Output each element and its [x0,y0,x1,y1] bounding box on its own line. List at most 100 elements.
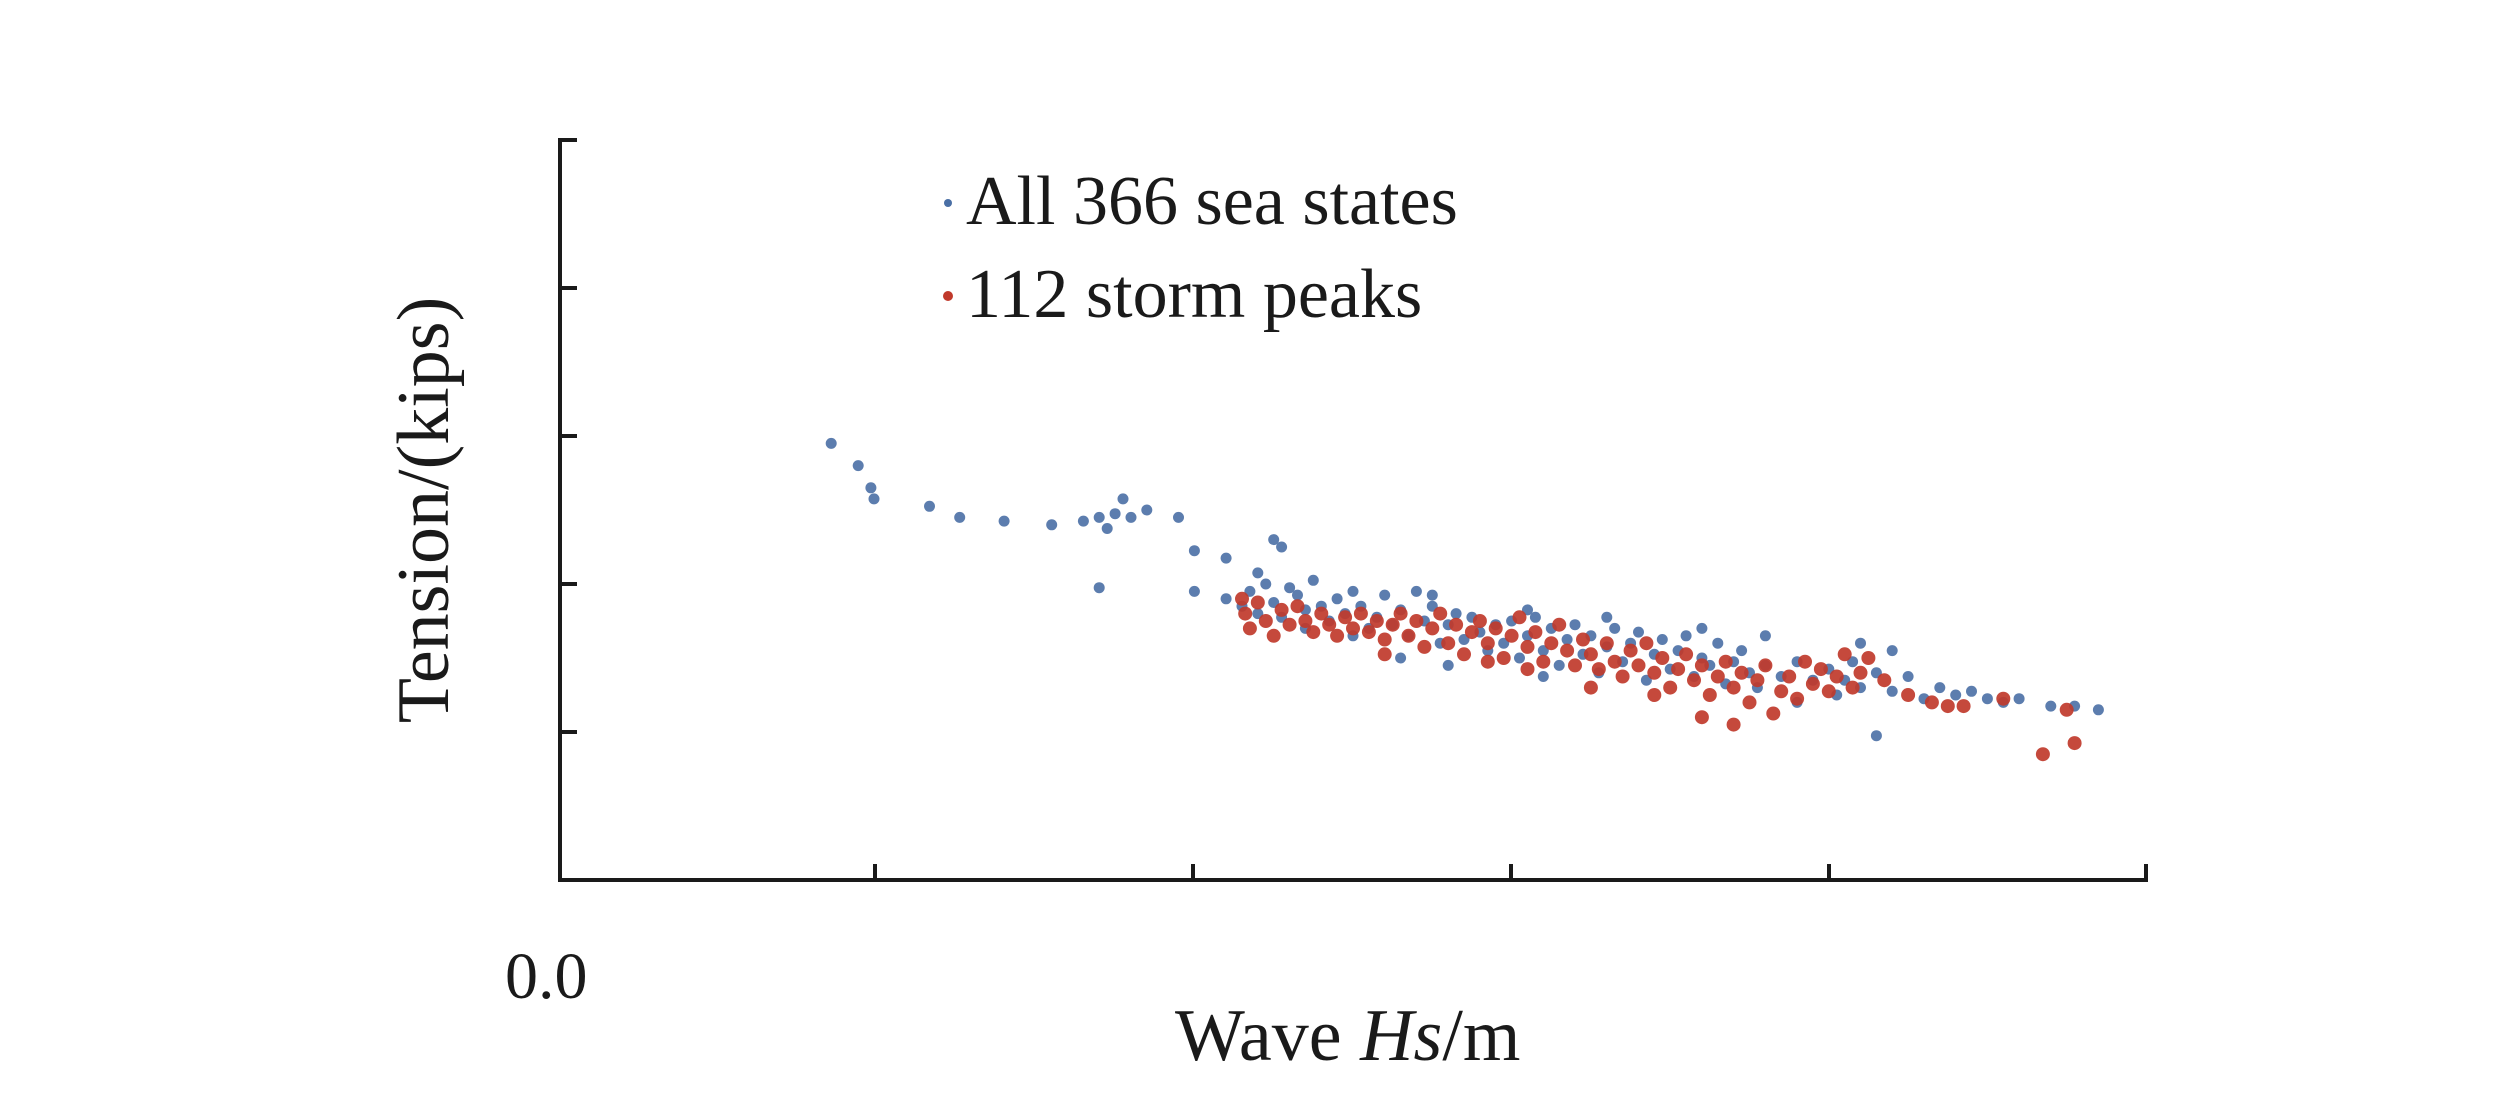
data-point [1712,637,1724,649]
data-point [1093,511,1105,523]
x-axis-label: Wave Hs/m [1175,995,1520,1077]
data-point [1599,636,1614,651]
data-point [1750,673,1765,688]
data-point [1441,636,1456,651]
data-point [1117,493,1129,505]
data-point [1449,617,1464,632]
data-point [1276,541,1288,553]
data-point [1480,636,1495,651]
data-point [1141,504,1153,516]
data-point [1934,682,1946,694]
data-point [1266,628,1281,643]
data-point [1696,622,1708,634]
data-point [1742,695,1757,710]
data-point [1496,651,1511,665]
data-point [1569,619,1581,631]
data-point [1536,654,1551,669]
data-point [1694,710,1709,725]
data-point [1623,643,1638,658]
data-point [1220,593,1232,605]
data-point [1377,632,1392,647]
data-point [1680,630,1692,642]
data-points [825,437,2104,762]
x-tick-label-zero: 0.0 [505,940,588,1013]
data-point [868,493,880,505]
data-point [1457,647,1471,662]
data-point [1292,589,1303,601]
data-point [852,460,864,472]
data-point [1981,693,1993,705]
data-point [1252,567,1264,579]
data-point [1417,639,1432,654]
data-point [1861,651,1876,665]
data-point [1529,611,1541,623]
data-point [1583,647,1598,662]
data-point [1736,645,1748,657]
data-point [1395,652,1407,664]
data-point [1242,621,1257,636]
data-point [1560,643,1575,658]
legend-marker-all-sea-states [944,199,952,207]
data-point [1520,639,1535,654]
data-point [1710,669,1725,684]
data-point [1238,606,1253,621]
data-point [1537,645,1549,657]
data-point [1855,637,1866,649]
data-point [1442,659,1454,671]
data-point [1109,508,1121,520]
data-point [1188,585,1200,597]
data-point [1298,614,1313,628]
data-point [1609,622,1621,634]
data-point [1591,662,1606,677]
data-point [1877,673,1892,688]
data-point [1583,680,1598,695]
data-point [1504,628,1519,643]
data-point [1726,680,1741,695]
data-point [1426,589,1438,601]
data-point [1576,632,1590,647]
data-point [1346,621,1360,636]
data-point [1790,691,1805,706]
data-point [1077,515,1089,527]
data-point [1284,582,1296,594]
data-point [2013,693,2025,705]
data-point [1306,625,1321,640]
data-point [1290,599,1305,614]
legend-label-all-sea-states: All 366 sea states [966,163,1458,240]
data-point [1282,617,1297,632]
data-point [1996,691,2011,706]
data-point [1924,695,1939,710]
series-storm-peaks [1235,591,2082,762]
data-point [1663,680,1678,695]
data-point [1902,671,1914,682]
data-point [1409,614,1424,628]
data-point [865,482,877,494]
data-point [1647,688,1662,702]
data-point [1528,625,1543,640]
data-point [1655,651,1670,665]
data-point [1853,665,1868,680]
data-point [1845,680,1860,695]
data-point [1520,662,1535,677]
data-point [1568,658,1582,673]
data-point [1322,617,1337,632]
data-point [1330,628,1345,643]
data-point [1553,659,1565,671]
data-point [1805,676,1820,691]
data-point [1726,717,1741,732]
data-point [1956,699,1971,714]
data-point [1347,585,1359,597]
data-point [1393,606,1408,621]
plot-axes [558,138,2148,882]
data-point [1338,610,1353,625]
data-point [1331,593,1343,605]
data-point [1759,630,1771,642]
data-point [1188,545,1200,557]
data-point [1385,617,1400,632]
data-point [1379,589,1391,601]
data-point [1401,628,1416,643]
data-point [1718,654,1733,669]
data-point [954,511,966,523]
data-point [1821,684,1836,699]
data-point [1260,578,1272,590]
